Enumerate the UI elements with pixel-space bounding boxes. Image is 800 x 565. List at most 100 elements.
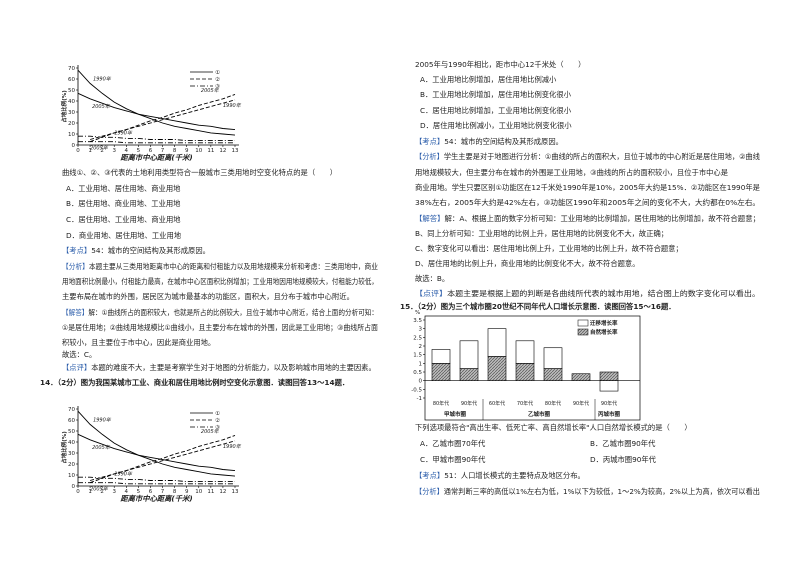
text-line: D．商业用地、居住用地、工业用地 [66,231,182,240]
x-tick-label: 6 [149,489,153,495]
text-line: 【考点】54：城市的空间结构及其形成原因。 [415,137,563,146]
y-tick-label: -1 [417,396,422,402]
x-tick-label: 4 [125,489,129,495]
y-tick-label: 30 [68,110,75,116]
y-tick-label: 40 [68,99,75,105]
plot-frame [424,315,641,421]
legend-swatch [577,328,589,336]
legend-label: ② [215,76,220,83]
legend-label: ③ [215,425,220,431]
text-line: C．居住用地、工业用地、商业用地 [66,215,181,224]
curve-label: 1990年 [114,129,133,136]
group-label: 丙城市圈 [598,410,621,418]
legend-label: ① [215,411,220,417]
x-tick-label: 12 [219,148,226,154]
curve-label: 2005年 [90,486,109,493]
x-tick-label: 12 [219,489,226,495]
bar-segment [543,347,563,369]
y-tick-label: 30 [68,451,75,457]
legend-swatch [577,319,589,327]
curve-label: 1990年 [93,75,112,82]
x-tick-label: 2 [100,148,104,154]
bar-segment [599,380,619,392]
text-line: A．乙城市圈70年代 [420,439,486,448]
text-line: D．丙城市圈90年代 [590,455,657,464]
x-tick-label: 11 [207,489,214,495]
y-axis-label: % [415,310,420,316]
curve-label: 1990年 [93,416,112,423]
group-label: 乙城市圈 [528,410,551,418]
x-tick-label: 10 [195,489,202,495]
curve [78,135,235,142]
x-tick-label: 8 [173,148,177,154]
text-line: 曲线①、②、③代表的土地利用类型符合一般城市三类用地时空变化特点的是（ ） [62,168,337,177]
y-tick-label: 10 [68,132,75,138]
text-line: 15．（2分）图为三个城市圈20世纪不同年代人口增长示意图．读图回答15～16题… [400,302,676,311]
x-tick-label: 3 [112,148,116,154]
x-tick-label: 6 [149,148,153,154]
category-label: 60年代 [489,400,505,407]
x-tick-label: 7 [161,489,165,495]
group-label: 甲城市圈 [444,410,467,418]
curve [89,93,236,143]
text-line: C．居住用地比例增加，工业用地比例变化很小 [420,106,572,115]
y-tick-label: 0 [72,484,76,490]
y-axis-label: 占地比例(%) [60,431,68,464]
x-tick-label: 1 [88,148,92,154]
text-line: 2005年与1990年相比，距市中心12千米处（ ） [415,60,585,69]
y-tick-label: 2.5 [413,335,422,341]
text-line: C、数字变化可以看出：居住用地比例上升，工业用地的比例上升，故不符合题意； [415,244,683,253]
curve [77,410,236,477]
bar-segment [543,368,563,381]
text-line: 38%左右，2005年大约是42%左右，③功能区1990年和2005年之间的变化… [415,198,760,207]
text-line: 【考点】51：人口增长模式的主要特点及地区分布。 [415,471,585,480]
x-tick-label: 9 [185,148,189,154]
curve [78,482,235,485]
text-line: A．工业用地比例增加，居住用地比例减小 [420,75,557,84]
bar-segment [431,363,451,381]
bar-segment [459,340,479,369]
bar-segment [487,328,507,357]
bar-segment [515,340,535,364]
text-line: 【分析】学生主要是对于地图进行分析：①曲线的所占的面积大，且位于城市的中心附近是… [415,152,761,161]
y-tick-label: 70 [68,407,75,413]
y-tick-label: 50 [68,88,75,94]
y-tick-label: 3 [419,327,423,333]
text-line: 用地规模较大，但主要分布在城市的外围是工业用地，③曲线的所占的面积较小，且位于市… [415,168,729,177]
text-line: 【分析】本题主要从三类用地距离市中心的距离和付租能力以及用地规模来分析和考虑：三… [62,262,378,271]
y-tick-label: 50 [68,429,75,435]
bar-segment [515,363,535,381]
text-line: B．居住用地、商业用地、工业用地 [66,199,181,208]
text-line: 下列选项最符合"高出生率、低死亡率、高自然增长率"人口自然增长模式的是（ ） [415,423,692,432]
curve [78,141,235,144]
category-label: 90年代 [573,400,589,407]
x-tick-label: 13 [232,489,239,495]
curve [77,92,236,131]
y-axis-label: 占地比例(%) [60,90,68,123]
x-tick-label: 7 [161,148,165,154]
curve-label: 2005年 [92,103,111,110]
bar-segment [571,373,591,381]
legend-label: ③ [215,84,220,90]
text-line: C．甲城市圈90年代 [420,455,486,464]
text-line: B、同上分析可知：工业用地的比例上升，居住用地的比例变化不大，故正确； [415,229,668,238]
x-tick-label: 0 [76,489,80,495]
y-tick-label: -0.5 [411,387,422,393]
x-tick-label: 5 [137,489,141,495]
text-line: 【点评】本题的难度不大，主要是考察学生对于地图的分析能力，以及影响城市用地的主要… [62,363,376,372]
curve [77,69,236,136]
text-line: A．工业用地、居住用地、商业用地 [66,184,181,193]
y-tick-label: 0 [419,379,423,385]
y-tick-label: 0 [72,143,76,149]
text-line: 【分析】通常判断三率的高低以1%左右为低，1%以下为较低，1～2%为较高，2%以… [415,487,760,496]
x-tick-label: 5 [137,148,141,154]
bar-segment [459,368,479,381]
x-tick-label: 0 [76,148,80,154]
text-line: B．乙城市圈90年代 [590,439,656,448]
text-line: D、居住用地的比例上升，商业用地的比例变化不大，故不符合题意。 [415,259,640,268]
legend-label: ② [215,417,220,424]
text-line: 积较小，且主要位于市中心，因此是商业用地。 [62,338,215,347]
curve [89,434,236,484]
